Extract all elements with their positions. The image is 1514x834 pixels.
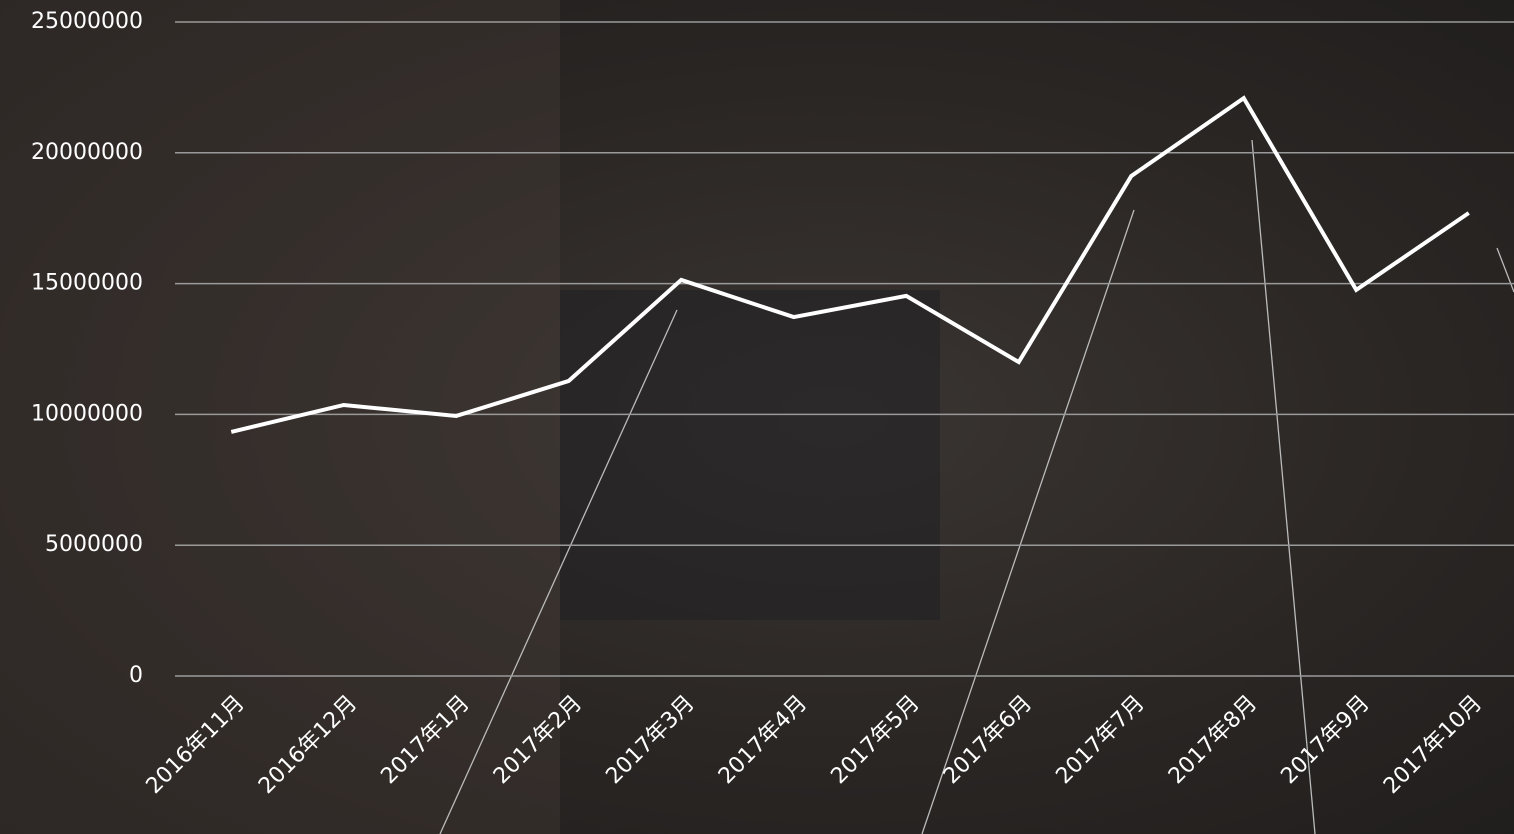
y-tick-label: 25000000 bbox=[31, 9, 143, 34]
y-tick-label: 15000000 bbox=[31, 271, 143, 296]
chart: 0 5000000 10000000 15000000 20000000 25000000… bbox=[0, 0, 1514, 834]
y-tick-label: 5000000 bbox=[45, 532, 143, 557]
y-tick-label: 10000000 bbox=[31, 401, 143, 426]
y-tick-label: 0 bbox=[129, 663, 143, 688]
page: 0 5000000 10000000 15000000 20000000 25000000… bbox=[0, 0, 1514, 834]
y-tick-label: 20000000 bbox=[31, 140, 143, 165]
